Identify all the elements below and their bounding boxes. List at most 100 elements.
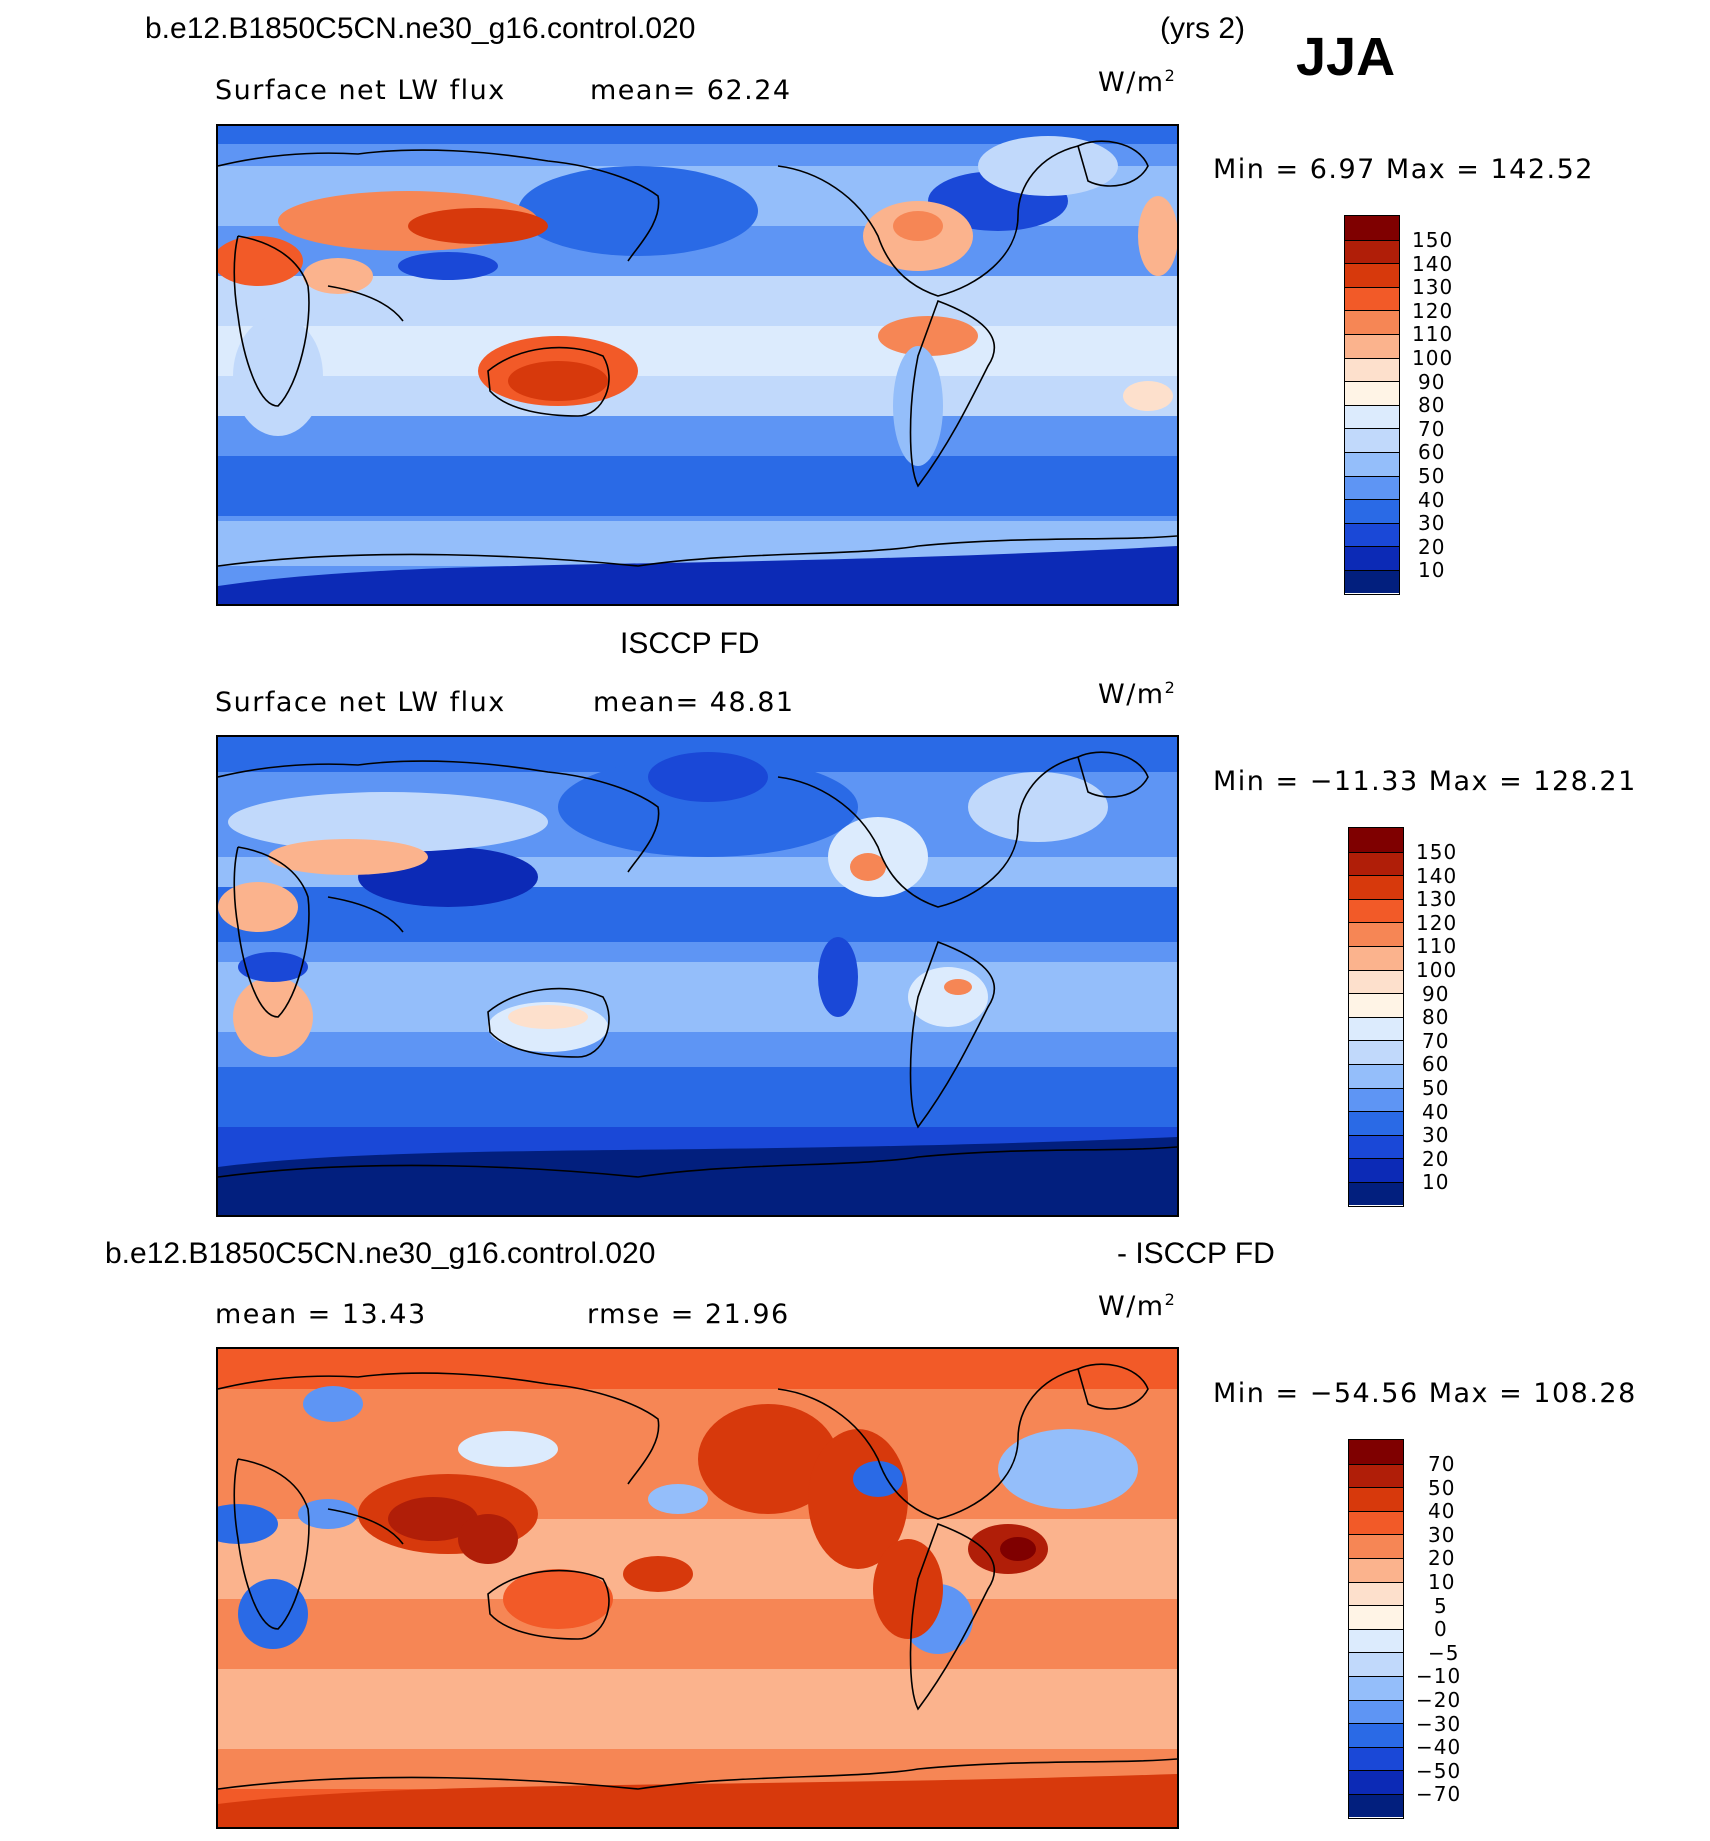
colorbar-label: 130 bbox=[1412, 275, 1454, 299]
colorbar-label: 50 bbox=[1422, 1076, 1450, 1100]
panel1-colorbar-swatch bbox=[1345, 523, 1399, 546]
colorbar-label: 5 bbox=[1434, 1594, 1448, 1618]
colorbar-label: 100 bbox=[1412, 346, 1454, 370]
panel2-heading: ISCCP FD bbox=[620, 627, 760, 660]
panel1-colorbar-swatch bbox=[1345, 216, 1399, 240]
panel3-colorbar-swatch bbox=[1349, 1440, 1403, 1464]
panel1-colorbar-swatch bbox=[1345, 263, 1399, 287]
colorbar-label: 40 bbox=[1418, 488, 1446, 512]
colorbar-label: 110 bbox=[1416, 934, 1458, 958]
colorbar-label: 100 bbox=[1416, 958, 1458, 982]
panel2-colorbar bbox=[1348, 827, 1404, 1207]
panel1-colorbar-swatch bbox=[1345, 334, 1399, 358]
panel3-colorbar-swatch bbox=[1349, 1794, 1403, 1817]
colorbar-label: 30 bbox=[1422, 1123, 1450, 1147]
panel3-colorbar-swatch bbox=[1349, 1652, 1403, 1676]
panel3-heading: b.e12.B1850C5CN.ne30_g16.control.020 bbox=[105, 1237, 656, 1270]
colorbar-label: −20 bbox=[1416, 1688, 1462, 1712]
colorbar-label: 80 bbox=[1422, 1005, 1450, 1029]
panel2-colorbar-swatch bbox=[1349, 1135, 1403, 1158]
panel3-colorbar-swatch bbox=[1349, 1629, 1403, 1652]
panel2-colorbar-swatch bbox=[1349, 1017, 1403, 1040]
colorbar-label: 40 bbox=[1428, 1499, 1456, 1523]
colorbar-label: 80 bbox=[1418, 393, 1446, 417]
panel1-colorbar-swatch bbox=[1345, 358, 1399, 381]
panel3-colorbar-swatch bbox=[1349, 1723, 1403, 1747]
panel3-colorbar bbox=[1348, 1439, 1404, 1819]
panel2-variable: Surface net LW flux bbox=[215, 687, 506, 718]
panel1-colorbar-swatch bbox=[1345, 452, 1399, 476]
colorbar-label: 20 bbox=[1418, 535, 1446, 559]
panel1-minmax: Min = 6.97 Max = 142.52 bbox=[1213, 154, 1594, 185]
panel3-units: W/m2 bbox=[1098, 1290, 1177, 1322]
colorbar-label: 150 bbox=[1412, 228, 1454, 252]
panel3-mean: mean = 13.43 bbox=[215, 1299, 427, 1330]
panel1-colorbar bbox=[1344, 215, 1400, 595]
colorbar-label: 120 bbox=[1412, 299, 1454, 323]
panel2-colorbar-swatch bbox=[1349, 899, 1403, 922]
panel3-colorbar-swatch bbox=[1349, 1770, 1403, 1794]
panel3-colorbar-swatch bbox=[1349, 1676, 1403, 1700]
colorbar-label: 10 bbox=[1428, 1570, 1456, 1594]
panel2-colorbar-swatch bbox=[1349, 828, 1403, 852]
panel3-rmse: rmse = 21.96 bbox=[587, 1299, 790, 1330]
panel3-colorbar-swatch bbox=[1349, 1605, 1403, 1629]
colorbar-label: 130 bbox=[1416, 887, 1458, 911]
colorbar-label: −10 bbox=[1416, 1664, 1462, 1688]
panel3-colorbar-swatch bbox=[1349, 1747, 1403, 1770]
panel1-mean: mean= 62.24 bbox=[590, 75, 792, 106]
panel1-colorbar-swatch bbox=[1345, 240, 1399, 263]
colorbar-label: 10 bbox=[1418, 558, 1446, 582]
colorbar-label: −5 bbox=[1428, 1641, 1460, 1665]
season-label: JJA bbox=[1296, 27, 1396, 87]
colorbar-label: −30 bbox=[1416, 1712, 1462, 1736]
panel2-units: W/m2 bbox=[1098, 678, 1177, 710]
colorbar-label: 70 bbox=[1422, 1029, 1450, 1053]
panel1-variable: Surface net LW flux bbox=[215, 75, 506, 106]
panel1-units: W/m2 bbox=[1098, 66, 1177, 98]
panel1-colorbar-swatch bbox=[1345, 499, 1399, 523]
colorbar-label: 50 bbox=[1428, 1476, 1456, 1500]
panel2-mean: mean= 48.81 bbox=[593, 687, 795, 718]
panel1-colorbar-swatch bbox=[1345, 570, 1399, 593]
panel2-minmax: Min = −11.33 Max = 128.21 bbox=[1213, 766, 1637, 797]
panel1-colorbar-swatch bbox=[1345, 405, 1399, 428]
panel1-colorbar-swatch bbox=[1345, 546, 1399, 570]
panel2-colorbar-swatch bbox=[1349, 946, 1403, 970]
colorbar-label: 150 bbox=[1416, 840, 1458, 864]
colorbar-label: −70 bbox=[1416, 1782, 1462, 1806]
colorbar-label: 110 bbox=[1412, 322, 1454, 346]
colorbar-label: 60 bbox=[1422, 1052, 1450, 1076]
colorbar-label: −50 bbox=[1416, 1759, 1462, 1783]
panel2-colorbar-swatch bbox=[1349, 1040, 1403, 1064]
colorbar-label: 90 bbox=[1422, 982, 1450, 1006]
panel3-map bbox=[216, 1347, 1179, 1829]
case-title: b.e12.B1850C5CN.ne30_g16.control.020 bbox=[145, 12, 696, 45]
panel2-colorbar-swatch bbox=[1349, 970, 1403, 993]
colorbar-label: 20 bbox=[1428, 1546, 1456, 1570]
colorbar-label: 10 bbox=[1422, 1170, 1450, 1194]
colorbar-label: 60 bbox=[1418, 440, 1446, 464]
colorbar-label: −40 bbox=[1416, 1735, 1462, 1759]
panel3-colorbar-swatch bbox=[1349, 1700, 1403, 1723]
colorbar-label: 90 bbox=[1418, 370, 1446, 394]
panel3-colorbar-swatch bbox=[1349, 1534, 1403, 1558]
colorbar-label: 20 bbox=[1422, 1147, 1450, 1171]
panel3-minmax: Min = −54.56 Max = 108.28 bbox=[1213, 1378, 1637, 1409]
colorbar-label: 40 bbox=[1422, 1100, 1450, 1124]
panel3-colorbar-swatch bbox=[1349, 1511, 1403, 1534]
colorbar-label: 120 bbox=[1416, 911, 1458, 935]
panel2-map bbox=[216, 735, 1179, 1217]
panel1-colorbar-swatch bbox=[1345, 381, 1399, 405]
colorbar-label: 30 bbox=[1428, 1523, 1456, 1547]
panel3-colorbar-swatch bbox=[1349, 1558, 1403, 1582]
panel2-colorbar-swatch bbox=[1349, 1182, 1403, 1205]
panel1-map bbox=[216, 124, 1179, 606]
colorbar-label: 70 bbox=[1418, 417, 1446, 441]
colorbar-label: 30 bbox=[1418, 511, 1446, 535]
colorbar-label: 140 bbox=[1416, 864, 1458, 888]
colorbar-label: 140 bbox=[1412, 252, 1454, 276]
panel2-colorbar-swatch bbox=[1349, 993, 1403, 1017]
panel2-colorbar-swatch bbox=[1349, 1088, 1403, 1111]
panel3-heading-right: - ISCCP FD bbox=[1117, 1237, 1275, 1270]
